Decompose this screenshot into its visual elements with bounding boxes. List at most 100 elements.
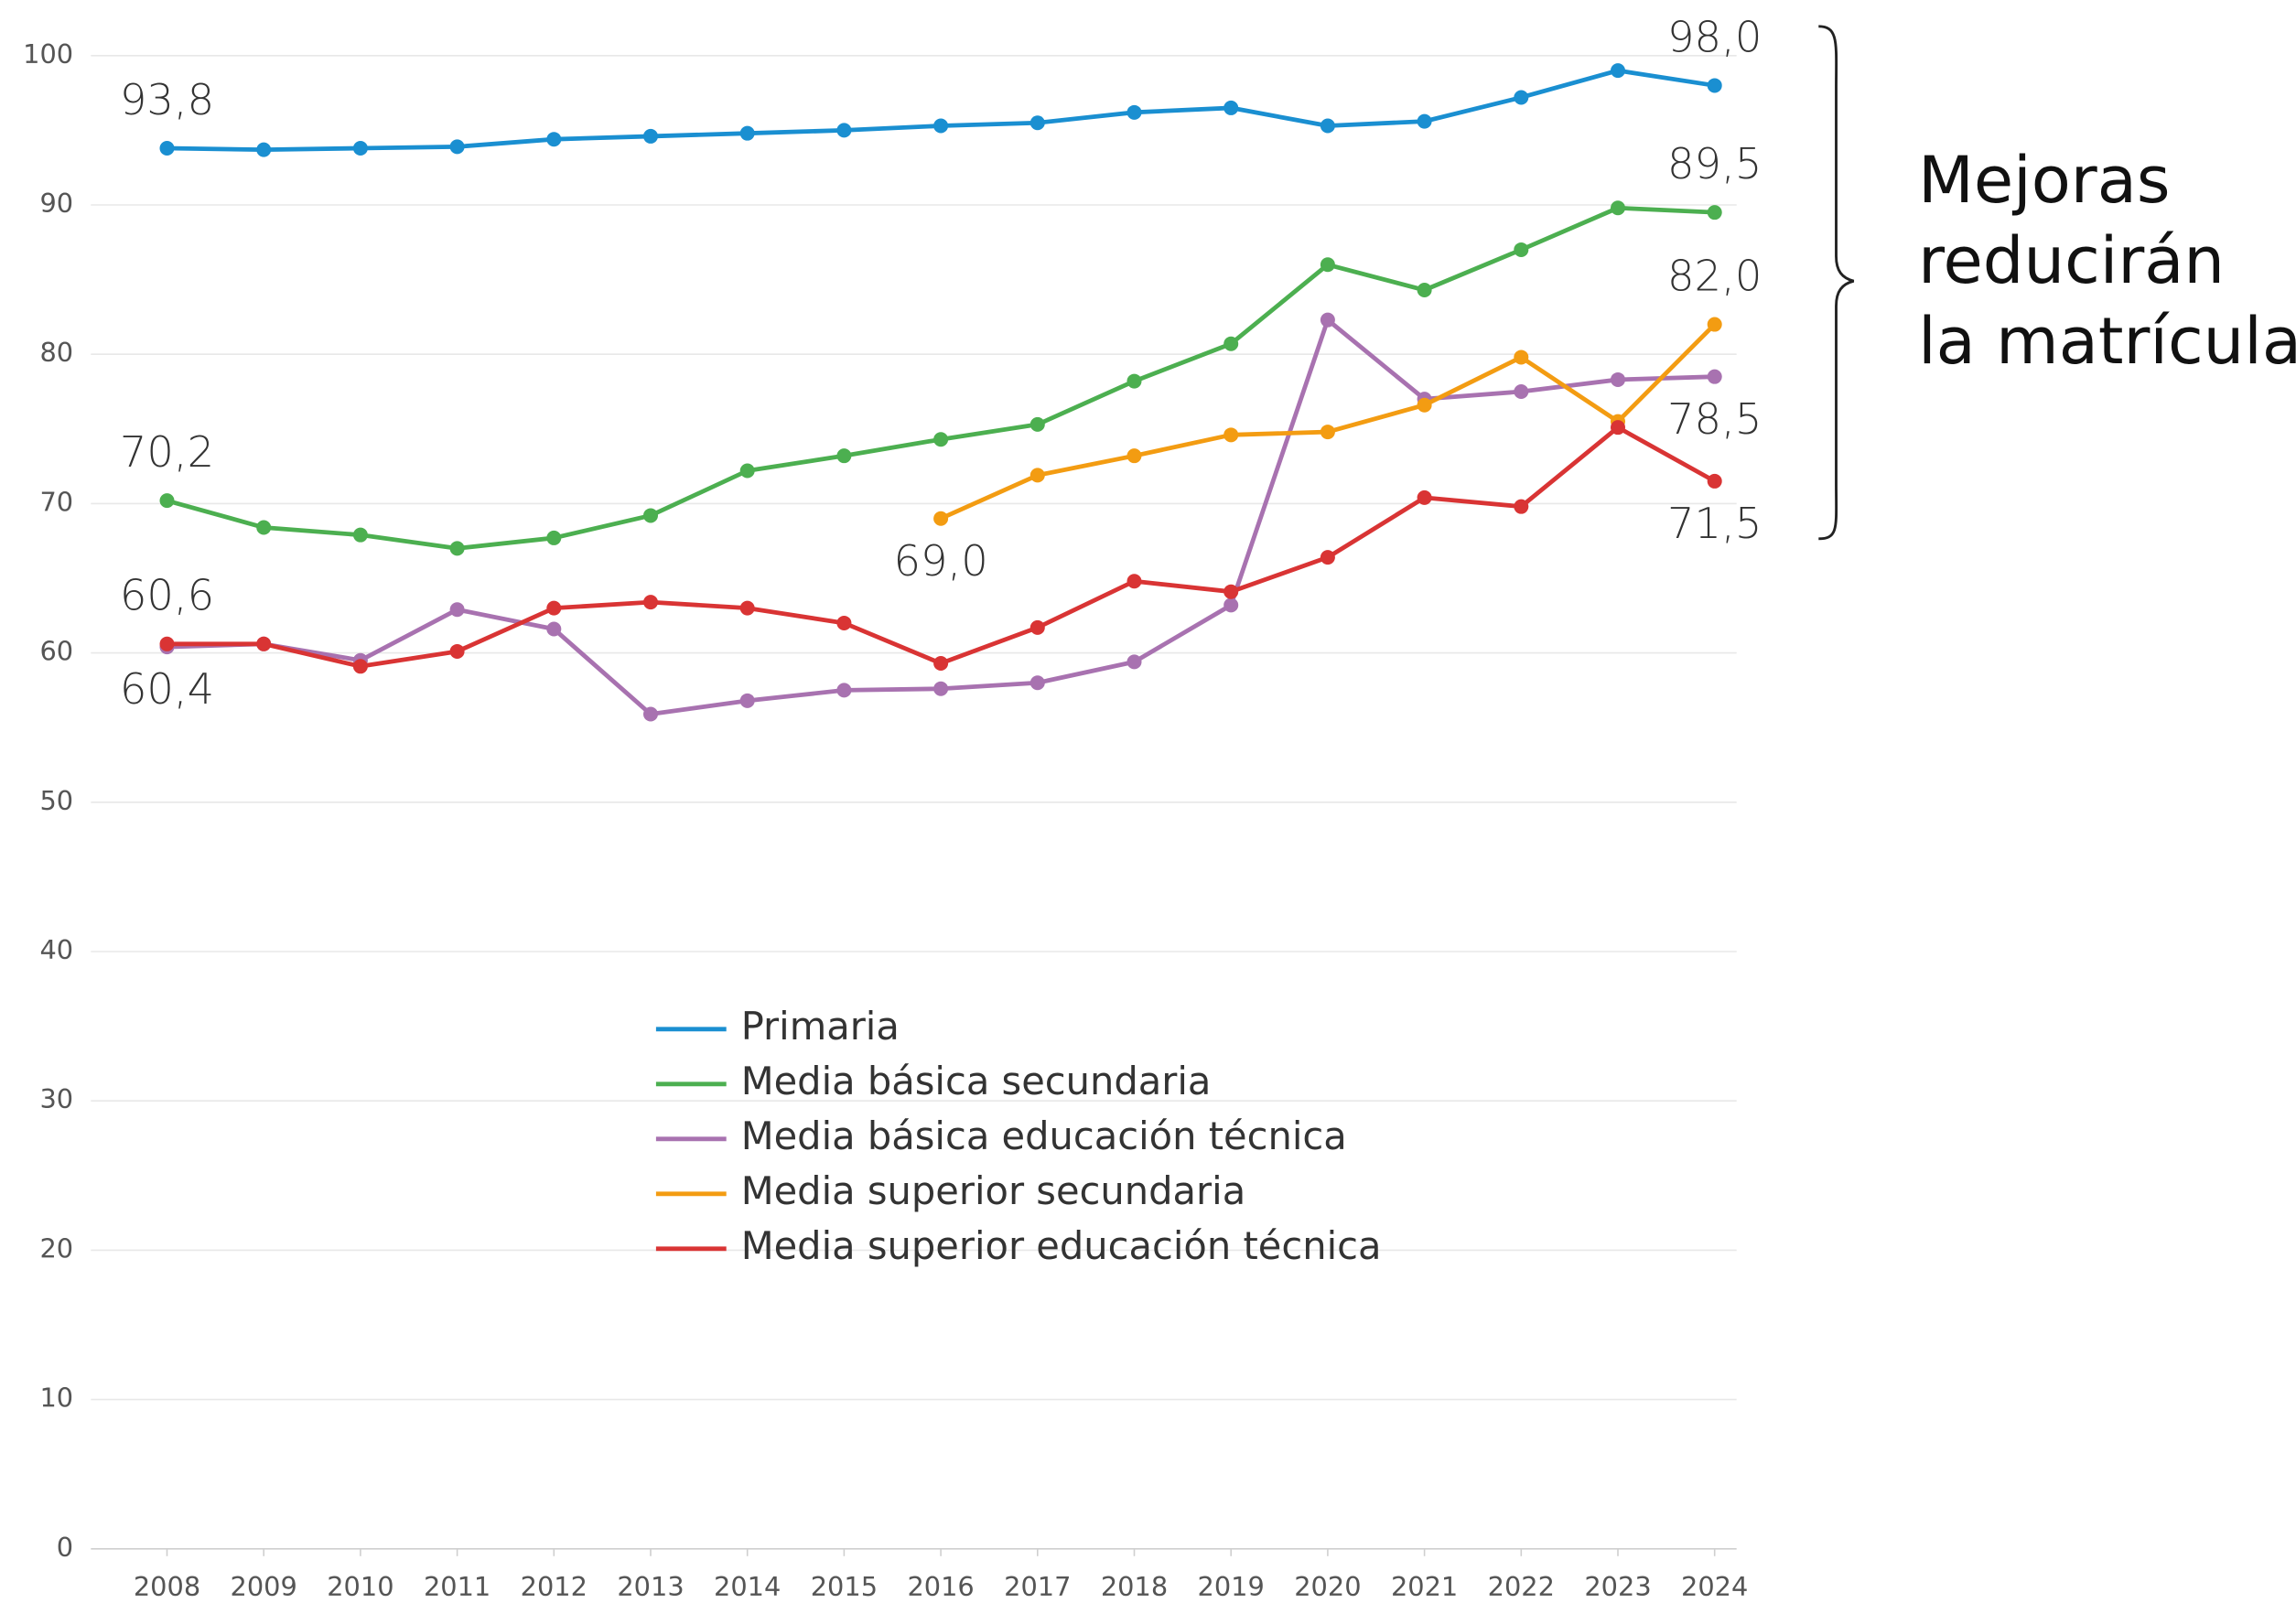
y-tick-label: 40 — [39, 934, 73, 965]
data-point — [1514, 499, 1529, 514]
data-point — [933, 432, 949, 447]
value-label: 60,4 — [120, 664, 214, 714]
value-label: 98,0 — [1667, 12, 1762, 61]
data-point — [1611, 371, 1625, 387]
value-label: 82,0 — [1667, 251, 1762, 300]
x-tick-label: 2023 — [1584, 1571, 1651, 1602]
x-tick-label: 2012 — [521, 1571, 587, 1602]
x-tick-label: 2022 — [1488, 1571, 1555, 1602]
data-point — [933, 656, 949, 672]
data-point — [1320, 257, 1335, 273]
data-point — [546, 621, 562, 637]
data-point — [449, 643, 465, 659]
y-tick-label: 0 — [57, 1532, 73, 1563]
value-label: 93,8 — [120, 75, 214, 124]
data-point — [739, 693, 755, 708]
annotation: reducirán — [1918, 223, 2225, 298]
value-label: 69,0 — [893, 536, 987, 586]
data-point — [933, 681, 949, 696]
x-tick-label: 2013 — [617, 1571, 684, 1602]
data-point — [1611, 63, 1625, 79]
x-tick-label: 2017 — [1004, 1571, 1071, 1602]
data-point — [1223, 427, 1239, 443]
y-tick-label: 10 — [39, 1382, 73, 1414]
data-point — [352, 140, 368, 156]
data-point — [1029, 619, 1045, 635]
data-point — [836, 683, 852, 698]
data-point — [836, 448, 852, 464]
data-point — [159, 140, 175, 156]
data-point — [739, 463, 755, 479]
y-tick-label: 80 — [39, 337, 73, 368]
data-point — [1126, 574, 1142, 589]
data-point — [1126, 654, 1142, 670]
legend-label: Media básica secundaria — [741, 1059, 1212, 1103]
data-point — [1611, 420, 1625, 436]
x-tick-label: 2014 — [714, 1571, 781, 1602]
legend-label: Media básica educación técnica — [741, 1113, 1347, 1158]
y-tick-label: 50 — [39, 785, 73, 816]
y-tick-label: 20 — [39, 1232, 73, 1264]
value-label: 78,5 — [1667, 394, 1762, 444]
y-tick-label: 60 — [39, 636, 73, 667]
y-tick-label: 90 — [39, 188, 73, 219]
legend-label: Media superior secundaria — [741, 1168, 1245, 1213]
x-tick-label: 2015 — [811, 1571, 878, 1602]
data-point — [1417, 113, 1432, 129]
data-point — [352, 659, 368, 674]
data-point — [1126, 448, 1142, 464]
data-point — [739, 600, 755, 616]
data-point — [256, 142, 272, 157]
data-point — [546, 530, 562, 545]
data-point — [1514, 242, 1529, 257]
data-point — [1320, 550, 1335, 565]
data-point — [1029, 115, 1045, 131]
data-point — [1320, 425, 1335, 440]
value-label: 71,5 — [1667, 499, 1762, 548]
data-point — [643, 128, 658, 144]
data-point — [546, 132, 562, 147]
data-point — [1514, 384, 1529, 399]
data-point — [449, 139, 465, 155]
data-point — [1320, 312, 1335, 328]
data-point — [1320, 118, 1335, 134]
data-point — [449, 602, 465, 618]
data-point — [933, 118, 949, 134]
data-point — [256, 636, 272, 651]
data-point — [1707, 317, 1722, 332]
data-point — [1223, 584, 1239, 599]
data-point — [643, 595, 658, 610]
data-point — [1126, 104, 1142, 120]
series-line — [167, 68, 1716, 153]
data-point — [1707, 78, 1722, 93]
annotation: la matrícula — [1918, 304, 2296, 379]
data-point — [1417, 283, 1432, 298]
data-point — [159, 636, 175, 651]
data-point — [1417, 490, 1432, 505]
value-label: 70,2 — [120, 427, 214, 477]
value-label: 89,5 — [1667, 139, 1762, 188]
data-point — [1223, 597, 1239, 613]
y-tick-label: 70 — [39, 486, 73, 517]
data-point — [1417, 397, 1432, 413]
data-point — [1223, 100, 1239, 115]
legend-label: Primaria — [741, 1004, 900, 1049]
x-tick-label: 2024 — [1681, 1571, 1748, 1602]
x-tick-label: 2008 — [134, 1571, 200, 1602]
data-point — [1707, 369, 1722, 384]
data-point — [1514, 350, 1529, 365]
x-tick-label: 2021 — [1391, 1571, 1458, 1602]
data-point — [352, 527, 368, 543]
data-point — [546, 600, 562, 616]
data-point — [1029, 675, 1045, 691]
data-point — [643, 706, 658, 722]
value-label: 60,6 — [120, 571, 214, 620]
x-tick-label: 2010 — [327, 1571, 393, 1602]
data-point — [1611, 200, 1625, 216]
data-point — [1029, 468, 1045, 483]
x-tick-label: 2020 — [1294, 1571, 1361, 1602]
series-line — [940, 322, 1717, 521]
data-point — [836, 123, 852, 138]
